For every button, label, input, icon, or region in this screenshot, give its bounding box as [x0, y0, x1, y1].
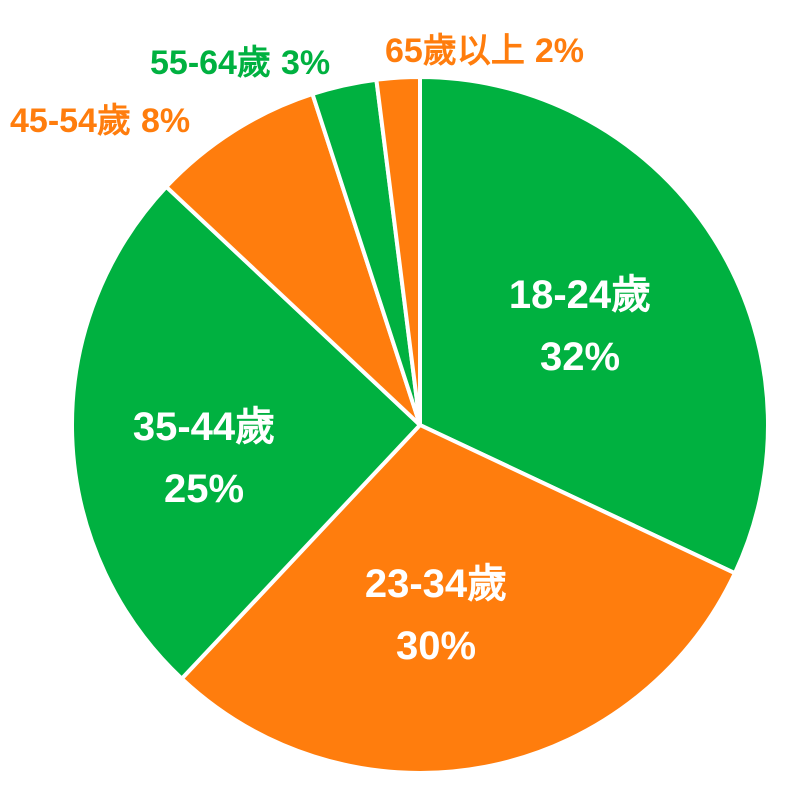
pie-slice-23-34歲	[179, 423, 737, 775]
slice-value-65-plus: 2%	[535, 32, 584, 70]
slice-value-35-44: 25%	[164, 467, 244, 511]
pie-slices	[70, 74, 770, 775]
slice-label-65-plus: 65歲以上 2%	[385, 32, 584, 70]
pie-slice-35-44歲	[70, 184, 422, 681]
pie-slice-65歲以上	[374, 74, 422, 427]
slice-label-18-24: 18-24歲	[509, 273, 651, 317]
pie-slice-45-54歲	[164, 92, 422, 427]
slice-value-45-54: 8%	[141, 102, 190, 140]
pie-slice-18-24歲	[418, 75, 770, 576]
slice-label-45-54: 45-54歲 8%	[10, 102, 190, 140]
slice-label-35-44: 35-44歲	[133, 405, 275, 449]
slice-label-55-64: 55-64歲 3%	[150, 44, 330, 82]
slice-value-23-34: 30%	[396, 624, 476, 668]
slice-label-45-54-name: 45-54歲	[10, 102, 131, 140]
slice-label-55-64-name: 55-64歲	[150, 44, 271, 82]
slice-label-65-plus-name: 65歲以上	[385, 32, 525, 70]
slice-label-23-34: 23-34歲	[365, 562, 507, 606]
slice-value-55-64: 3%	[281, 44, 330, 82]
slice-labels: 18-24歲 32% 23-34歲 30% 35-44歲 25% 45-54歲 8…	[10, 32, 651, 668]
slice-value-18-24: 32%	[540, 335, 620, 379]
